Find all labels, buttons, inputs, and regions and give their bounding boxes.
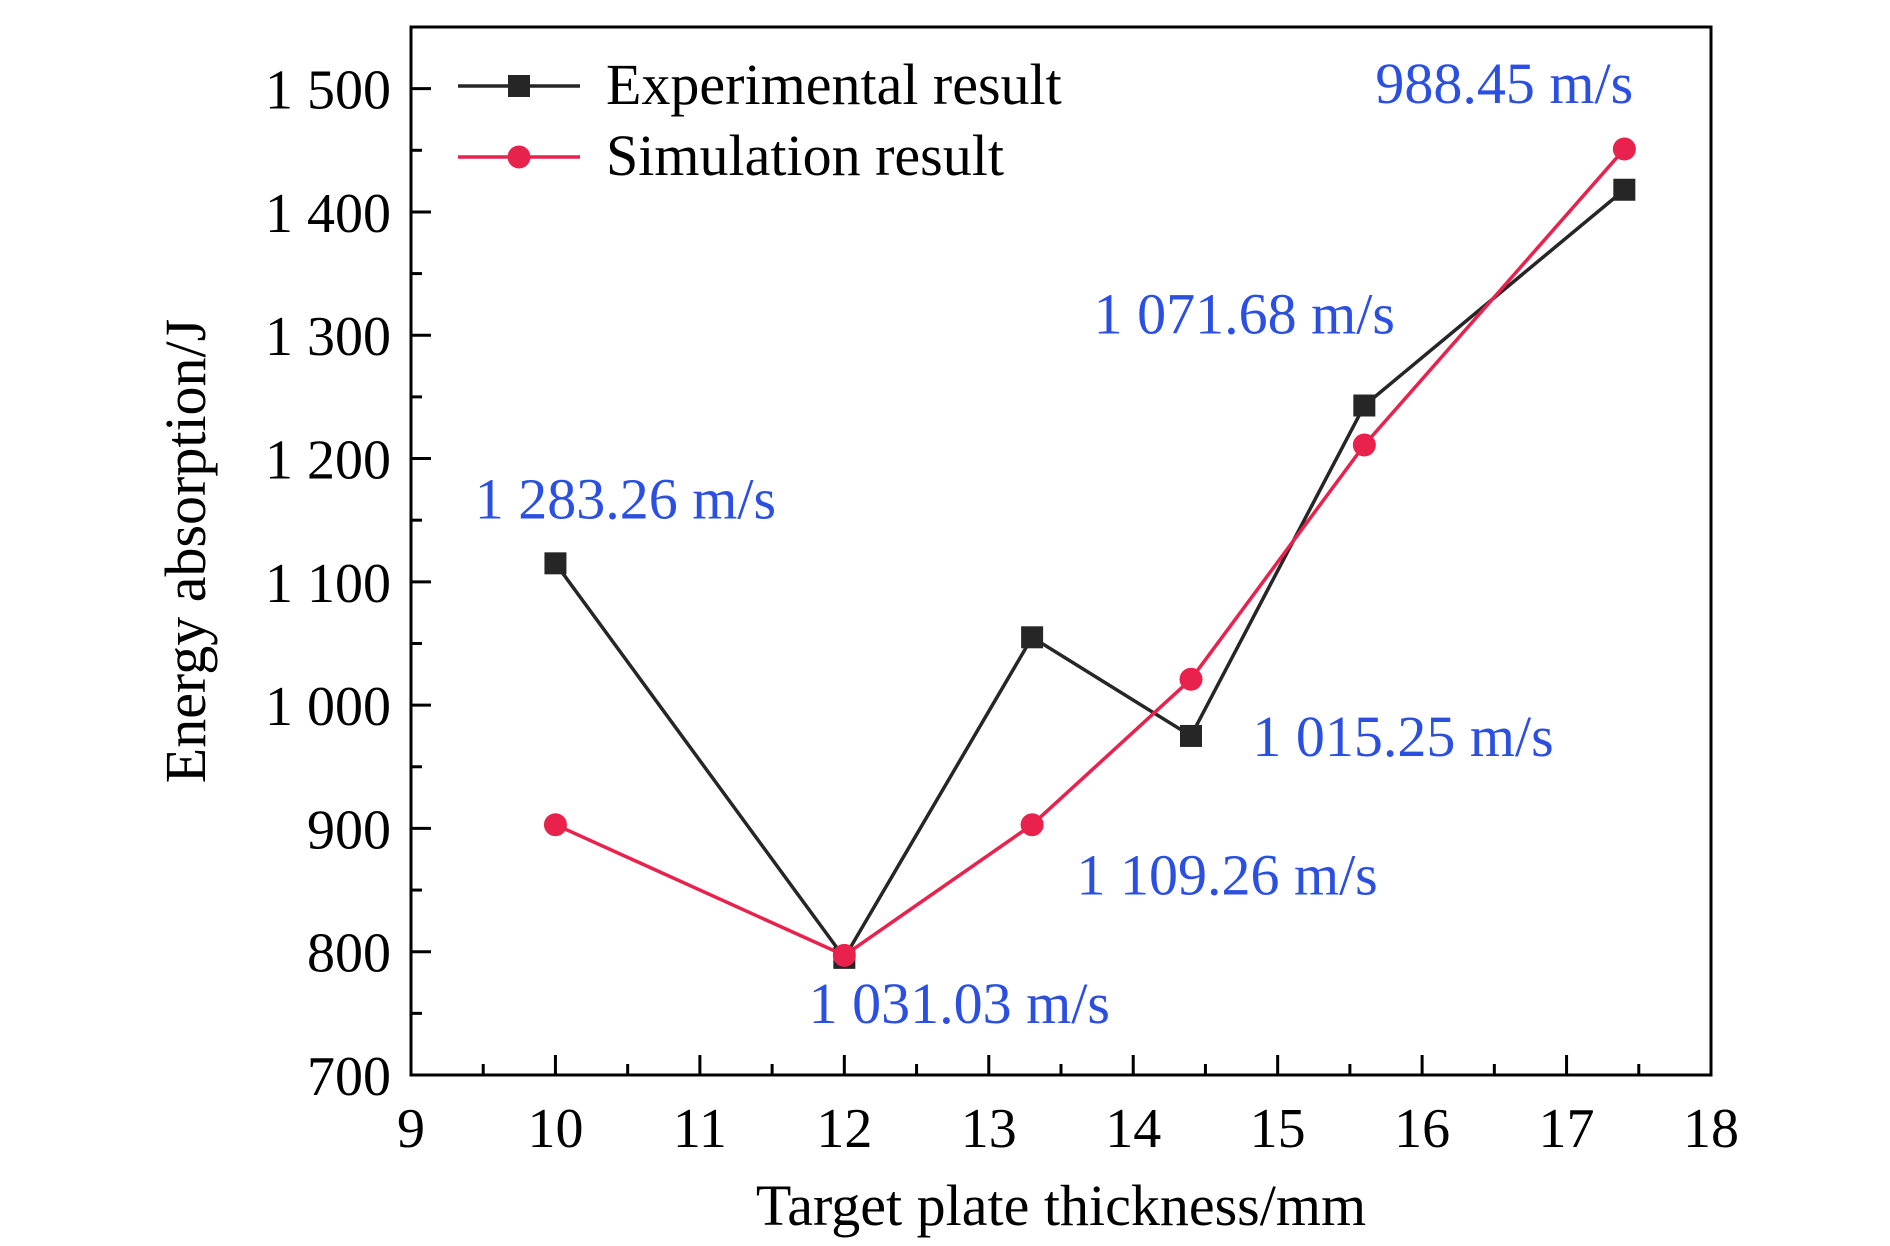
legend-marker-square — [508, 75, 530, 97]
data-point-square — [1021, 626, 1044, 649]
data-point-square — [1180, 724, 1202, 747]
velocity-annotation: 988.45 m/s — [1375, 51, 1633, 116]
y-tick-label: 800 — [307, 923, 391, 985]
y-tick-label: 1 500 — [265, 60, 391, 122]
y-tick-label: 1 400 — [265, 183, 391, 245]
velocity-annotation: 1 015.25 m/s — [1252, 704, 1553, 769]
x-tick-label: 16 — [1394, 1098, 1450, 1160]
data-point-circle — [543, 813, 567, 837]
x-tick-label: 14 — [1105, 1098, 1161, 1160]
y-tick-label: 1 000 — [265, 676, 391, 738]
x-tick-label: 17 — [1539, 1098, 1595, 1160]
x-axis-label: Target plate thickness/mm — [756, 1173, 1366, 1238]
data-point-square — [544, 552, 567, 575]
x-tick-label: 10 — [527, 1098, 583, 1160]
x-tick-label: 13 — [961, 1098, 1017, 1160]
velocity-annotation: 1 109.26 m/s — [1076, 843, 1377, 908]
series-line-1 — [554, 188, 1626, 962]
y-tick-label: 1 300 — [265, 306, 391, 368]
data-point-circle — [1352, 433, 1376, 457]
x-tick-label: 18 — [1683, 1098, 1739, 1160]
x-tick-label: 11 — [673, 1098, 727, 1160]
velocity-annotation: 1 071.68 m/s — [1094, 282, 1395, 347]
data-point-square — [1613, 178, 1636, 201]
data-point-circle — [832, 943, 856, 967]
y-tick-label: 700 — [307, 1046, 391, 1108]
x-tick-label: 9 — [397, 1098, 425, 1160]
x-axis: 9 10 11 12 13 14 15 16 17 18 — [397, 1055, 1739, 1160]
velocity-annotation: 1 283.26 m/s — [475, 466, 776, 531]
series-layer — [543, 137, 1636, 969]
x-tick-label: 15 — [1250, 1098, 1306, 1160]
series-line-2 — [554, 147, 1626, 958]
data-point-circle — [1179, 667, 1203, 691]
velocity-annotation: 1 031.03 m/s — [809, 971, 1110, 1036]
y-axis-label: Energy absorption/J — [153, 319, 218, 783]
y-tick-label: 900 — [307, 799, 391, 861]
x-tick-label: 12 — [816, 1098, 872, 1160]
y-tick-label: 1 100 — [265, 553, 391, 615]
legend-label: Simulation result — [606, 123, 1004, 188]
legend-label: Experimental result — [606, 52, 1062, 117]
data-point-circle — [1020, 813, 1044, 837]
annotation-layer: 1 283.26 m/s 1 031.03 m/s 1 109.26 m/s 1 01… — [475, 51, 1633, 1036]
data-point-circle — [1612, 137, 1636, 161]
y-axis: 700 800 900 1 000 1 100 1 200 1 300 1 400 1 500 — [265, 60, 431, 1108]
legend-marker-circle — [507, 145, 531, 169]
data-point-square — [1353, 394, 1376, 417]
y-tick-label: 1 200 — [265, 430, 391, 492]
